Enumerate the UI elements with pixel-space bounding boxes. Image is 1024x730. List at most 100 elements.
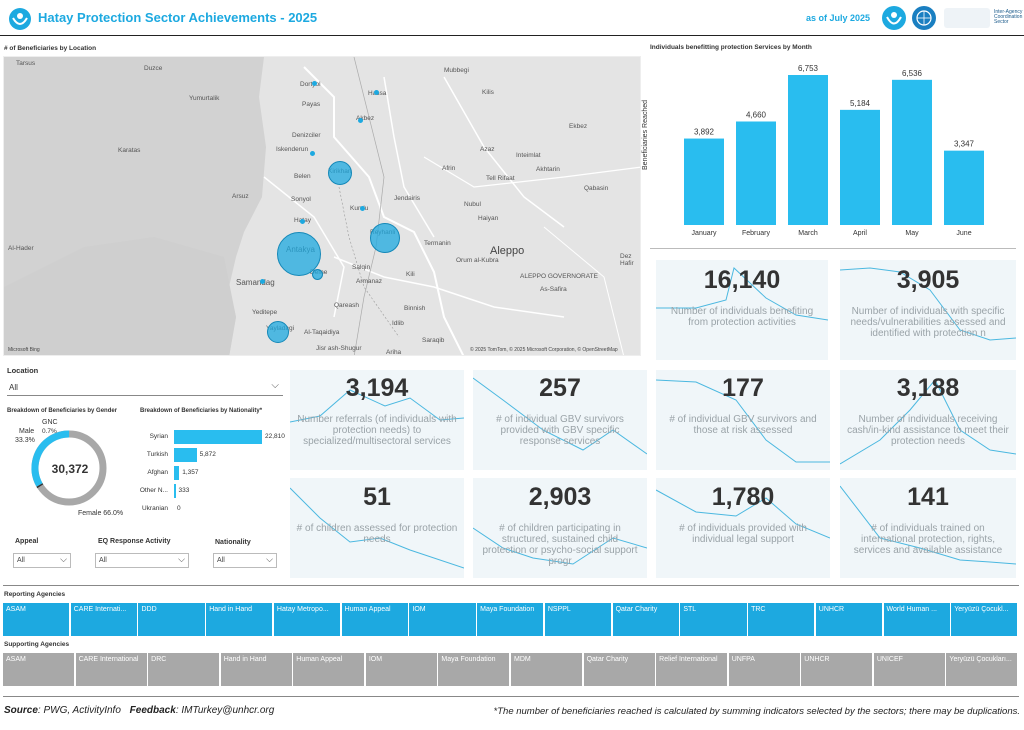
bar-value-label: 4,660 (746, 110, 767, 119)
supporting-title: Supporting Agencies (4, 641, 70, 648)
nationality-title: Breakdown of Beneficiaries by Nationalit… (140, 408, 263, 414)
eq-activity-label: EQ Response Activity (98, 538, 171, 545)
agency-tile[interactable]: ASAM (3, 653, 75, 686)
appeal-dropdown[interactable]: All ⌵ (13, 553, 71, 568)
bar-march (788, 75, 828, 225)
agency-tile[interactable]: CARE Internati... (70, 603, 137, 636)
nationality-label: Ukranian (141, 505, 168, 512)
appeal-label: Appeal (15, 538, 39, 545)
kpi-sparkline (473, 377, 647, 455)
kpi-card[interactable]: 141 # of individuals trained on internati… (840, 478, 1016, 578)
map-dot[interactable] (310, 151, 315, 156)
map-dot[interactable] (360, 206, 365, 211)
nationality-label: Afghan (147, 469, 168, 476)
gender-donut[interactable] (25, 418, 115, 514)
header-bar: Hatay Protection Sector Achievements - 2… (0, 0, 1024, 36)
agency-tile[interactable]: CARE International (75, 653, 147, 686)
map-dot[interactable] (260, 279, 265, 284)
nationality-dropdown[interactable]: All ⌵ (213, 553, 277, 568)
x-tick-label: March (798, 230, 818, 237)
kpi-sparkline (473, 527, 647, 565)
agency-tile[interactable]: Qatar Charity (612, 603, 679, 636)
donut-male[interactable] (25, 422, 115, 514)
map-bubble-kirikhan[interactable] (328, 161, 352, 185)
location-dropdown[interactable]: All ⌵ (7, 379, 283, 396)
footer-source: Source: PWG, ActivityInfo Feedback: IMTu… (4, 705, 274, 716)
protection-cluster-icon (882, 6, 906, 30)
agency-tile[interactable]: Yeryüzü Çocukları... (946, 653, 1018, 686)
map-dot[interactable] (374, 90, 379, 95)
map-bubble-yayladagi[interactable] (267, 321, 289, 343)
agency-tile[interactable]: Human Appeal (293, 653, 365, 686)
map-bubble-antakya[interactable] (277, 232, 321, 276)
nationality-bar[interactable] (174, 466, 180, 480)
chevron-down-icon: ⌵ (266, 554, 273, 564)
nationality-bar[interactable] (174, 448, 197, 462)
map-dot[interactable] (358, 118, 363, 123)
nationality-value-label: 1,357 (182, 469, 199, 476)
beneficiaries-map[interactable]: Tarsus Duzce Yumurtalik Karatas Dortyol … (3, 56, 641, 356)
kpi-card[interactable]: 3,188 Number of individuals receiving cas… (840, 370, 1016, 470)
kpi-card[interactable]: 177 # of individual GBV survivors and tho… (656, 370, 830, 470)
nationality-bar[interactable] (174, 484, 176, 498)
kpi-sparkline (290, 487, 464, 569)
agency-tile[interactable]: Maya Foundation (477, 603, 544, 636)
agency-tile[interactable]: ASAM (3, 603, 70, 636)
kpi-card[interactable]: 3,905 Number of individuals with specific… (840, 260, 1016, 360)
agency-tile[interactable]: Hand in Hand (206, 603, 273, 636)
kpi-desc: # of children participating in structure… (482, 523, 638, 567)
map-dot[interactable] (300, 219, 305, 224)
agency-tile[interactable]: Hatay Metropo... (273, 603, 341, 636)
gnc-label: GNC (42, 419, 58, 426)
agency-tile[interactable]: World Human ... (883, 603, 950, 636)
bar-value-label: 6,753 (798, 64, 819, 73)
agency-tile[interactable]: IOM (409, 603, 476, 636)
map-bubble-defne[interactable] (312, 269, 323, 280)
agency-tile[interactable]: Relief International (656, 653, 728, 686)
nationality-value: All (217, 557, 225, 564)
chevron-down-icon: ⌵ (271, 380, 279, 391)
nationality-value-label: 5,872 (199, 451, 216, 458)
agency-tile[interactable]: UNICEF (873, 653, 945, 686)
agency-tile[interactable]: DRC (148, 653, 220, 686)
agency-tile[interactable]: UNHCR (815, 603, 883, 636)
agency-tile[interactable]: STL (680, 603, 747, 636)
agency-tile[interactable]: Yeryüzü Çocukl... (951, 603, 1018, 636)
agency-tile[interactable]: IOM (365, 653, 437, 686)
kpi-card[interactable]: 1,780 # of individuals provided with indi… (656, 478, 830, 578)
nationality-value-label: 22,810 (265, 433, 285, 440)
agency-tile[interactable]: Hand in Hand (220, 653, 292, 686)
sparkline-path (473, 377, 647, 455)
nationality-bar[interactable] (174, 430, 262, 444)
kpi-value: 3,905 (896, 266, 960, 294)
agency-tile[interactable]: MDM (511, 653, 583, 686)
agency-tile[interactable]: Human Appeal (341, 603, 408, 636)
protection-logo-icon (9, 8, 31, 30)
male-pct: 33.3% (15, 437, 35, 444)
agency-tile[interactable]: NSPPL (544, 603, 612, 636)
x-tick-label: April (853, 230, 867, 237)
map-dot[interactable] (312, 81, 317, 86)
kpi-desc: # of individuals trained on internationa… (853, 523, 1003, 556)
feedback-email[interactable]: : IMTurkey@unhcr.org (175, 705, 275, 716)
map-bubble-reyhanli[interactable] (370, 223, 400, 253)
kpi-desc: # of individual GBV survivors and those … (669, 414, 817, 436)
agency-tile[interactable]: Maya Foundation (438, 653, 510, 686)
agency-tile[interactable]: TRC (748, 603, 815, 636)
kpi-card[interactable]: 51 # of children assessed for protection … (290, 478, 464, 578)
agency-tile[interactable]: DDD (138, 603, 205, 636)
agency-tile[interactable]: UNHCR (801, 653, 873, 686)
kpi-sparkline (656, 489, 830, 539)
sparkline-path (290, 389, 464, 423)
nationality-filter-label: Nationality (215, 539, 251, 546)
kpi-card[interactable]: 3,194 Number referrals (of individuals wi… (290, 370, 464, 470)
kpi-card[interactable]: 2,903 # of children participating in stru… (473, 478, 647, 578)
eq-activity-dropdown[interactable]: All ⌵ (95, 553, 189, 568)
kpi-card[interactable]: 16,140 Number of individuals benefiting f… (656, 260, 828, 360)
agency-tile[interactable]: Qatar Charity (583, 653, 655, 686)
agency-tile[interactable]: UNFPA (728, 653, 800, 686)
kpi-value: 177 (722, 374, 764, 402)
kpi-card[interactable]: 257 # of individual GBV survivors provide… (473, 370, 647, 470)
male-label: Male (19, 428, 35, 435)
kpi-sparkline (840, 379, 1016, 465)
